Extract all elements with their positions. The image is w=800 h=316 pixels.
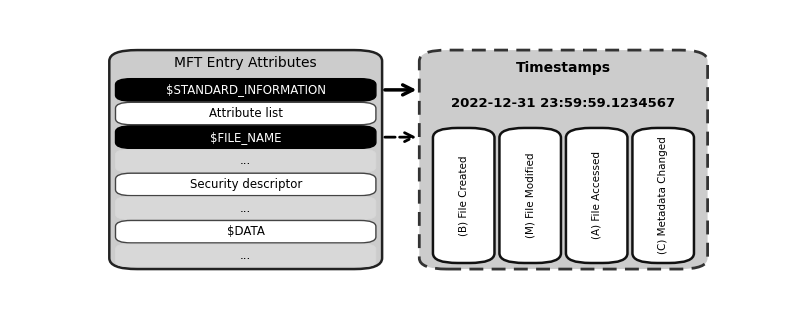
Text: Attribute list: Attribute list (209, 107, 282, 120)
Text: Timestamps: Timestamps (516, 61, 611, 75)
FancyBboxPatch shape (566, 128, 627, 263)
Text: Security descriptor: Security descriptor (190, 178, 302, 191)
FancyBboxPatch shape (433, 128, 494, 263)
FancyBboxPatch shape (115, 126, 376, 148)
Text: (B) File Created: (B) File Created (458, 155, 469, 236)
FancyBboxPatch shape (115, 244, 376, 266)
FancyBboxPatch shape (115, 102, 376, 125)
Text: MFT Entry Attributes: MFT Entry Attributes (174, 57, 317, 70)
FancyBboxPatch shape (110, 50, 382, 269)
Text: ...: ... (240, 202, 251, 215)
Text: $FILE_NAME: $FILE_NAME (210, 131, 282, 144)
FancyBboxPatch shape (115, 79, 376, 101)
FancyBboxPatch shape (633, 128, 694, 263)
FancyBboxPatch shape (115, 173, 376, 196)
Text: 2022-12-31 23:59:59.1234567: 2022-12-31 23:59:59.1234567 (451, 97, 675, 110)
FancyBboxPatch shape (419, 50, 708, 269)
Text: ...: ... (240, 249, 251, 262)
Text: $DATA: $DATA (226, 225, 265, 238)
Text: (A) File Accessed: (A) File Accessed (592, 151, 602, 240)
Text: $STANDARD_INFORMATION: $STANDARD_INFORMATION (166, 83, 326, 96)
Text: (C) Metadata Changed: (C) Metadata Changed (658, 137, 668, 254)
Text: ...: ... (240, 154, 251, 167)
FancyBboxPatch shape (115, 197, 376, 219)
FancyBboxPatch shape (115, 221, 376, 243)
FancyBboxPatch shape (499, 128, 561, 263)
Text: (M) File Modified: (M) File Modified (526, 153, 535, 238)
FancyBboxPatch shape (115, 149, 376, 172)
